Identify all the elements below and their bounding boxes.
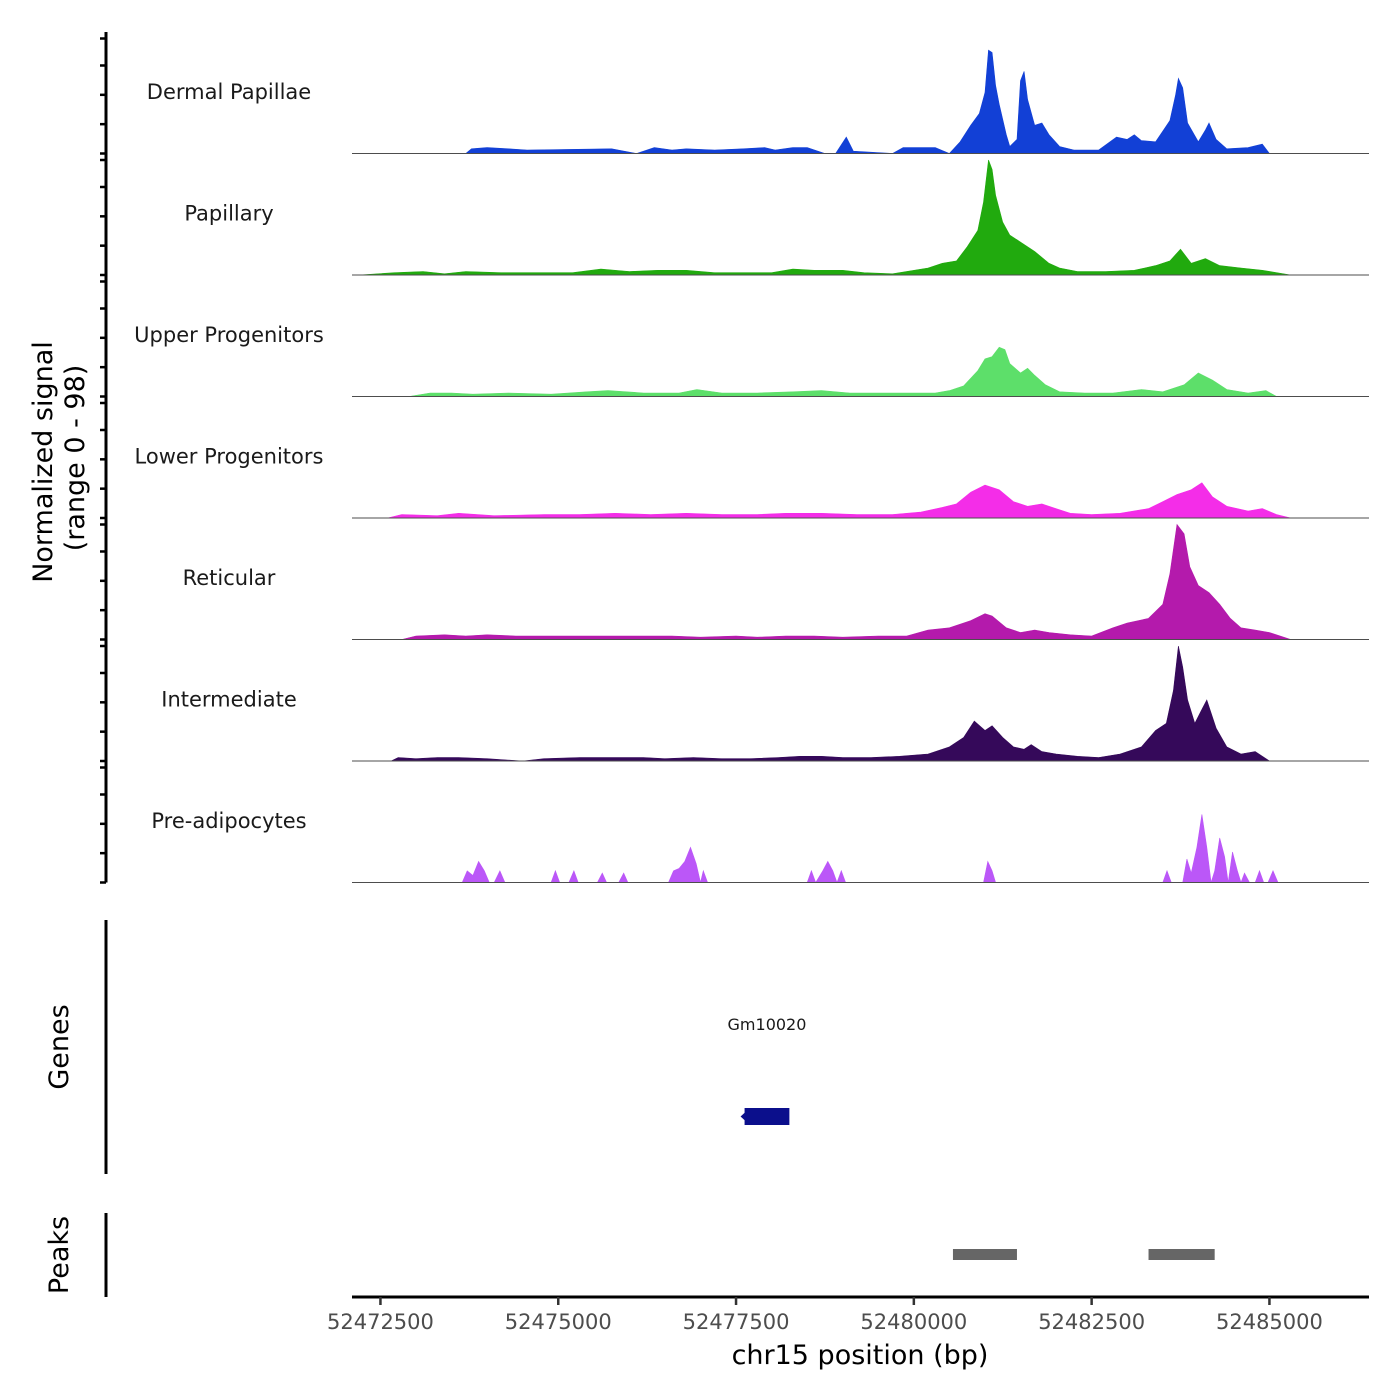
track-label-pre-adipocytes: Pre-adipocytes (151, 809, 306, 833)
x-tick-label: 52480000 (860, 1310, 967, 1334)
coverage-track-lower-progenitors (387, 482, 1291, 519)
x-axis-title: chr15 position (bp) (732, 1340, 989, 1371)
coverage-track-reticular (401, 523, 1291, 640)
x-tick-label: 52482500 (1038, 1310, 1145, 1334)
y-axis-range-label: (range 0 - 98) (60, 365, 91, 552)
coverage-track-upper-progenitors (408, 346, 1278, 397)
track-label-reticular: Reticular (183, 566, 276, 590)
gene-strand-arrow (740, 1111, 747, 1122)
coverage-track-pre-adipocytes (461, 814, 1279, 884)
coverage-track-intermediate (390, 645, 1271, 762)
track-label-lower-progenitors: Lower Progenitors (135, 445, 324, 469)
x-tick-label: 52477500 (683, 1310, 790, 1334)
peak-1 (952, 1249, 1017, 1260)
track-label-upper-progenitors: Upper Progenitors (134, 323, 324, 347)
y-axis-title: Normalized signal (28, 341, 59, 583)
x-tick-label: 52485000 (1216, 1310, 1323, 1334)
gene-label-gm10020: Gm10020 (728, 1015, 807, 1034)
gene-body-gm10020 (744, 1108, 790, 1125)
track-label-papillary: Papillary (184, 202, 273, 226)
track-label-dermal-papillae: Dermal Papillae (147, 80, 311, 104)
x-tick-label: 52472500 (327, 1310, 434, 1334)
track-label-intermediate: Intermediate (161, 688, 297, 712)
coverage-y-axis (100, 32, 108, 884)
coverage-track-papillary (359, 159, 1291, 276)
peak-2 (1148, 1249, 1215, 1260)
genes-panel-title: Genes (44, 1004, 75, 1089)
coverage-track-dermal-papillae (464, 49, 1271, 154)
x-tick-label: 52475000 (505, 1310, 612, 1334)
peaks-panel-title: Peaks (44, 1216, 75, 1294)
